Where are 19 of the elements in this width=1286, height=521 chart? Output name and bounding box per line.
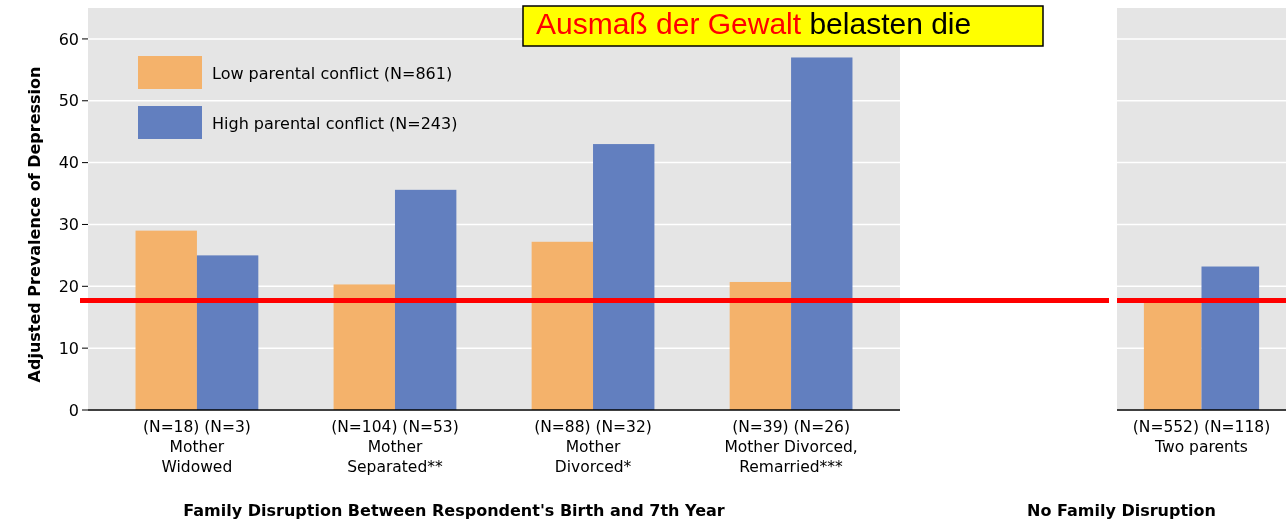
y-tick-label: 20 — [58, 276, 79, 296]
y-tick-label: 50 — [58, 91, 79, 111]
x-tick-label: (N=104) (N=53) Mother Separated** — [331, 418, 459, 476]
y-tick-label: 0 — [68, 400, 79, 420]
x-tick-label: (N=18) (N=3) Mother Widowed — [142, 418, 251, 476]
x-axis-title: Family Disruption Between Respondent's Birth and 7th Year — [183, 501, 725, 520]
y-tick-label: 10 — [58, 338, 79, 358]
x-tick-label: (N=552) (N=118) Two parents — [1132, 418, 1271, 456]
legend-label: Low parental conflict (N=861) — [212, 63, 453, 83]
x-axis-title: No Family Disruption — [1027, 501, 1216, 520]
legend-label: High parental conflict (N=243) — [212, 113, 458, 133]
y-tick-label: 60 — [58, 29, 79, 49]
annotation: Ausmaß der Gewalt — [536, 7, 802, 40]
y-axis-title: Adjusted Prevalence of Depression — [25, 66, 44, 383]
x-tick-label: (N=39) (N=26) Mother Divorced, Remarried*** — [724, 418, 858, 476]
y-tick-label: 40 — [58, 153, 79, 173]
x-tick-label: (N=88) (N=32) Mother Divorced* — [534, 418, 652, 476]
y-tick-label: 30 — [58, 215, 79, 235]
annotation: belasten die — [801, 7, 972, 40]
